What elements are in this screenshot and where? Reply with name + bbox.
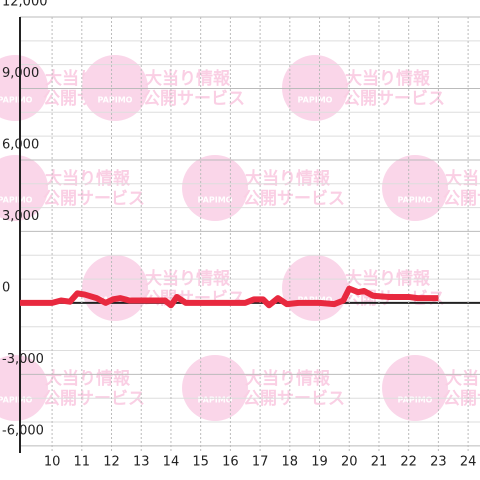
watermark-text: 大当り情報 (345, 268, 431, 289)
watermark-logo (0, 155, 48, 221)
watermark-logo-text: PAPIMO (398, 196, 433, 205)
watermark-text: 公開サービス (243, 189, 345, 209)
watermark-text: 公開サービス (443, 389, 480, 409)
watermark-logo-text: PAPIMO (0, 196, 33, 205)
watermark-text: 大当り情報 (445, 368, 480, 389)
x-tick-label: 14 (163, 455, 180, 470)
x-tick-label: 22 (400, 455, 417, 470)
x-tick-label: 18 (282, 455, 299, 470)
watermark-text: 公開サービス (343, 89, 445, 109)
watermark-logo (182, 155, 248, 221)
watermark-text: 大当り情報 (145, 68, 231, 89)
x-tick-label: 20 (341, 455, 358, 470)
watermark-logo (0, 355, 48, 421)
y-tick-label: -3,000 (2, 352, 44, 367)
watermark-text: 公開サービス (143, 89, 245, 109)
watermark-logo-text: PAPIMO (198, 396, 233, 405)
watermark-logo-text: PAPIMO (398, 396, 433, 405)
x-tick-label: 17 (252, 455, 269, 470)
x-tick-label: 11 (74, 455, 91, 470)
watermark-text: 公開サービス (43, 389, 145, 409)
x-tick-label: 23 (430, 455, 447, 470)
watermark-logo-text: PAPIMO (98, 96, 133, 105)
watermark-logo (82, 255, 148, 321)
watermark-text: 公開サービス (243, 389, 345, 409)
watermark-text: 大当り情報 (145, 268, 231, 289)
x-tick-label: 10 (44, 455, 61, 470)
watermark-text: 公開サービス (443, 189, 480, 209)
watermark-text: 大当り情報 (445, 168, 480, 189)
watermark-logo (382, 355, 448, 421)
watermark-text: 大当り情報 (45, 368, 131, 389)
watermark-logo-text: PAPIMO (0, 96, 33, 105)
x-tick-label: 12 (103, 455, 120, 470)
watermark-logo (382, 155, 448, 221)
watermark-logo-text: PAPIMO (0, 396, 33, 405)
watermark-logo (182, 355, 248, 421)
x-tick-label: 24 (460, 455, 477, 470)
x-tick-label: 13 (133, 455, 150, 470)
watermark-text: 大当り情報 (245, 368, 331, 389)
watermark-text: 大当り情報 (45, 168, 131, 189)
watermark-logo-text: PAPIMO (198, 196, 233, 205)
watermark-text: 公開サービス (43, 189, 145, 209)
y-tick-label: -6,000 (2, 423, 44, 438)
x-tick-label: 19 (311, 455, 328, 470)
watermark-logo (282, 255, 348, 321)
line (20, 285, 439, 309)
watermark-text: 大当り情報 (345, 68, 431, 89)
watermark: PAPIMO大当り情報公開サービスPAPIMO大当り情報公開サービスPAPIMO… (0, 55, 480, 421)
watermark-logo-text: PAPIMO (298, 96, 333, 105)
x-tick-label: 16 (222, 455, 239, 470)
x-tick-label: 15 (192, 455, 209, 470)
x-tick-label: 21 (371, 455, 388, 470)
y-tick-label: 0 (2, 280, 10, 295)
watermark-text: 大当り情報 (245, 168, 331, 189)
y-tick-label: 12,000 (2, 0, 48, 10)
